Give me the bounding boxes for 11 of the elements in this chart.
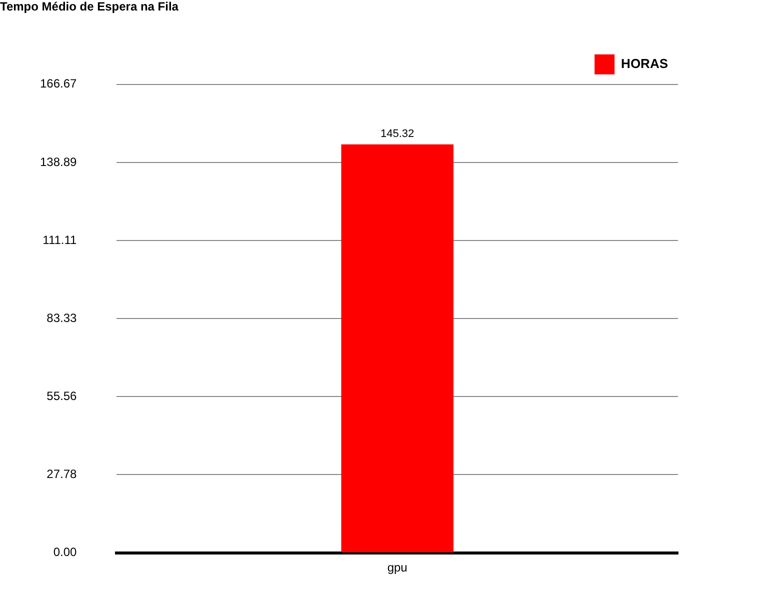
y-tick-label: 83.33 xyxy=(46,310,78,325)
y-tick-label: 166.67 xyxy=(40,76,78,91)
y-tick-label: 138.89 xyxy=(40,154,78,169)
y-tick-label: 0.00 xyxy=(53,545,78,560)
y-tick-label: 55.56 xyxy=(46,388,78,403)
y-tick-label: 111.11 xyxy=(42,232,78,247)
legend-label: HORAS xyxy=(621,56,668,71)
x-tick-label: gpu xyxy=(387,560,408,574)
data-label: 145.32 xyxy=(380,128,414,140)
y-tick-label: 27.78 xyxy=(46,467,78,482)
chart-title: Tempo Médio de Espera na Fila xyxy=(0,0,179,14)
